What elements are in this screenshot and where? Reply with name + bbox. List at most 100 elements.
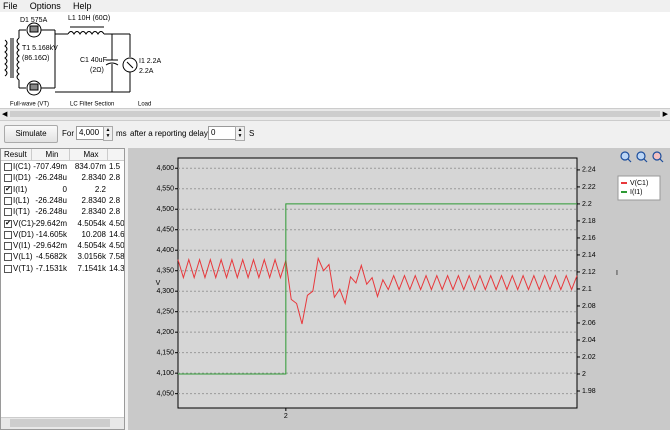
result-value: 2.8340: [81, 195, 106, 205]
y2-tick-label: 2.04: [582, 337, 596, 344]
schematic-label: LC Filter Section: [70, 102, 114, 108]
zoom-out[interactable]: [636, 151, 648, 163]
scroll-right[interactable]: ▶: [662, 111, 668, 118]
y2-tick-label: 2.08: [582, 303, 596, 310]
y2-tick-label: 2.18: [582, 218, 596, 225]
series-line: [177, 256, 578, 325]
result-name: V(L1): [13, 252, 33, 262]
result-name: I(L1): [13, 195, 30, 205]
result-value: -29.642m: [33, 241, 67, 251]
result-value: -7.1531k: [35, 263, 67, 273]
zoom-tools: [620, 151, 664, 163]
result-value: 2.8340: [81, 207, 106, 217]
scroll-thumb[interactable]: [10, 111, 660, 117]
plot-area: [177, 157, 578, 409]
result-value: 14.3: [109, 263, 125, 273]
column-header[interactable]: Max: [83, 150, 99, 159]
y-tick-label: 4,200: [156, 329, 174, 336]
zoom-fit[interactable]: [652, 151, 664, 163]
y2-tick-label: 2.06: [582, 320, 596, 327]
schematic-label: 2.2A: [139, 68, 154, 75]
result-value: -707.49m: [33, 162, 67, 171]
result-name: V(D1): [13, 229, 34, 239]
series-line: [178, 203, 577, 375]
y-tick-label: 4,050: [156, 390, 174, 397]
y-axis-label: V: [156, 280, 161, 287]
zoom-in[interactable]: [620, 151, 632, 163]
legend-label: I(I1): [630, 189, 642, 196]
result-name: I(I1): [13, 184, 28, 194]
checkbox[interactable]: [4, 163, 12, 171]
result-value: 2.8: [109, 207, 121, 217]
legend-box: [617, 175, 661, 201]
result-name: I(D1): [13, 173, 31, 183]
checkbox[interactable]: [4, 253, 12, 262]
column-header[interactable]: Min: [45, 150, 59, 159]
result-value: -29.642m: [33, 218, 67, 228]
result-value: 2.8: [109, 173, 121, 183]
checkbox[interactable]: [4, 196, 12, 205]
y-tick-label: 4,150: [156, 350, 174, 357]
duration-spinner[interactable]: ▲ ▼: [103, 126, 113, 141]
horizontal-scrollbar[interactable]: ◀ ▶: [0, 108, 670, 121]
schematic-label: (2Ω): [90, 67, 104, 74]
y-tick-label: 4,550: [156, 186, 174, 193]
column-divider: [107, 149, 108, 160]
result-value: -14.605k: [35, 229, 67, 239]
checkbox[interactable]: ✔: [4, 219, 12, 228]
y-tick-label: 4,250: [156, 309, 174, 316]
result-name: V(I1): [13, 241, 31, 251]
duration-unit: ms: [116, 129, 127, 138]
simulate-button[interactable]: Simulate: [4, 125, 58, 143]
chart-panel: 4,050 4,100 4,150 4,200 4,250 4,300 4,350 4,400…: [128, 148, 670, 430]
for-label: For: [62, 129, 74, 138]
result-name: I(C1): [13, 162, 31, 171]
schematic-label: Full-wave (VT): [10, 102, 49, 108]
checkbox[interactable]: [4, 174, 12, 183]
checkbox[interactable]: [4, 230, 12, 239]
result-value: -26.248u: [35, 207, 67, 217]
column-divider: [31, 149, 32, 160]
schematic-label: T1 5.168kV: [22, 45, 58, 52]
result-value: 2.2: [94, 184, 106, 194]
column-divider: [69, 149, 70, 160]
x-tick-label: 2: [284, 413, 288, 420]
y-tick-label: 4,600: [156, 165, 174, 172]
delay-spinner[interactable]: ▲ ▼: [235, 126, 245, 141]
menu-item[interactable]: Options: [29, 1, 61, 11]
y-tick-label: 4,350: [156, 268, 174, 275]
result-name: I(T1): [13, 207, 30, 217]
result-value: 3.0156k: [77, 252, 106, 262]
column-header[interactable]: Result: [4, 150, 27, 159]
checkbox[interactable]: [4, 208, 12, 217]
delay-input[interactable]: 0: [208, 126, 236, 140]
scroll-thumb[interactable]: [10, 419, 110, 427]
y2-tick-label: 2.2: [582, 201, 592, 208]
scroll-left[interactable]: ◀: [2, 111, 8, 118]
result-value: 1.5: [109, 162, 121, 171]
checkbox[interactable]: [4, 242, 12, 251]
menu-item[interactable]: Help: [73, 1, 92, 11]
result-value: 10.208: [81, 229, 106, 239]
duration-input[interactable]: 4,000: [76, 126, 104, 140]
checkbox[interactable]: ✔: [4, 185, 12, 194]
menu-bar: File Options Help: [3, 0, 102, 12]
y2-tick-label: 2.24: [582, 167, 596, 174]
checkbox[interactable]: [4, 264, 12, 273]
result-value: 7.58: [109, 252, 125, 262]
y-tick-label: 4,500: [156, 206, 174, 213]
schematic-label: C1 40uF: [80, 57, 107, 64]
y2-tick-label: 2.22: [582, 184, 596, 191]
delay-unit: S: [249, 129, 255, 138]
legend-label: V(C1): [630, 180, 648, 187]
y2-tick-label: 2.02: [582, 354, 596, 361]
y2-tick-label: 2.14: [582, 252, 596, 259]
result-value: 4.5054k: [77, 218, 106, 228]
menu-item[interactable]: File: [3, 1, 18, 11]
result-value: -4.5682k: [35, 252, 67, 262]
result-name: V(C1): [13, 218, 34, 228]
result-value: 2.8340: [81, 173, 106, 183]
schematic: D1 575A L1 10H (60Ω) T1 5.168kV (86.16Ω)…: [0, 12, 670, 108]
result-value: 4.50: [109, 241, 125, 251]
